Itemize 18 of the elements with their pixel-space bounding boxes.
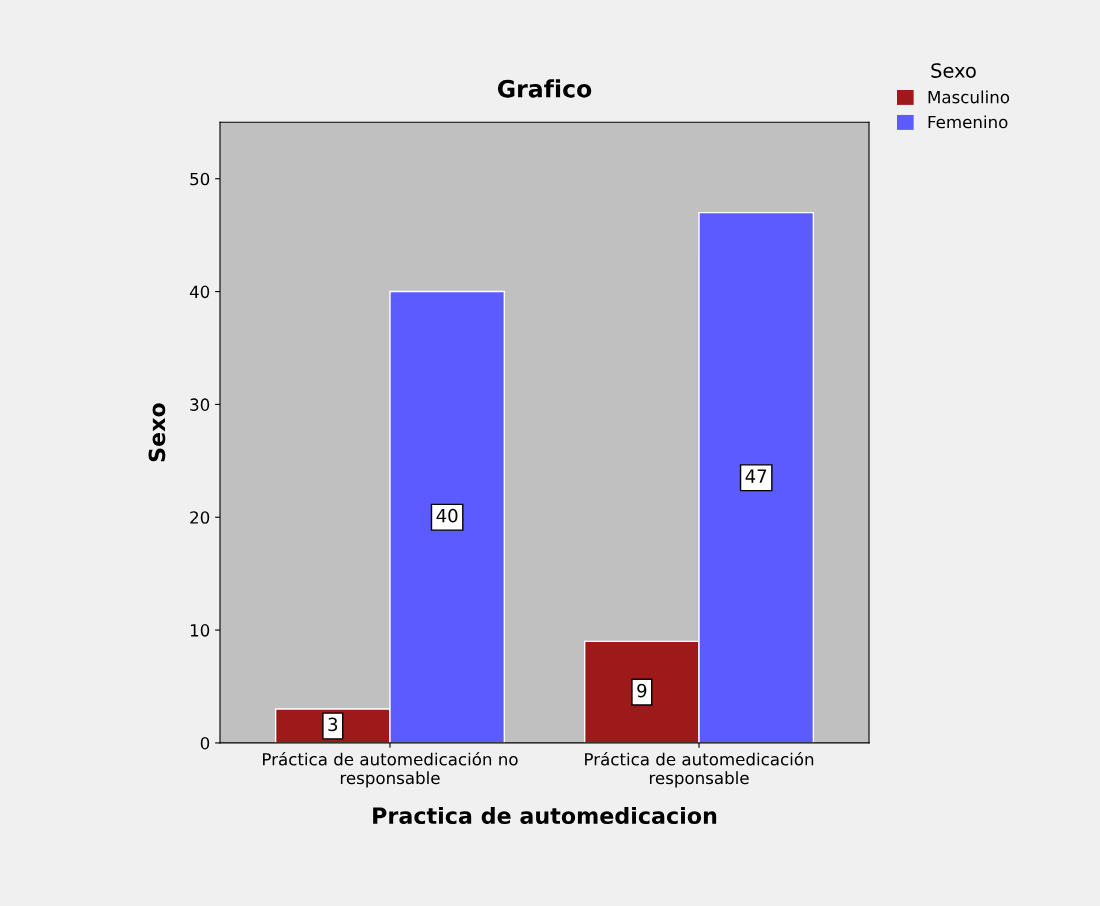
- chart-title: Grafico: [497, 79, 592, 98]
- legend-title: Sexo: [931, 63, 976, 78]
- data-label: 47: [745, 469, 767, 483]
- y-axis-title: Sexo: [148, 403, 166, 462]
- x-axis-title: Practica de automedicacion: [373, 806, 717, 825]
- data-label: 3: [328, 717, 338, 732]
- y-tick-label: 20: [190, 511, 210, 524]
- legend-label: Masculino: [928, 90, 1010, 104]
- data-label: 9: [637, 683, 647, 698]
- x-tick-label: Práctica de automedicación responsable: [585, 751, 814, 788]
- y-tick-label: 30: [190, 398, 210, 411]
- y-tick-label: 10: [190, 624, 210, 637]
- y-tick-label: 40: [189, 285, 210, 299]
- legend-label: Femenino: [928, 115, 1008, 129]
- x-tick-label: Práctica de automedicación no responsable: [263, 751, 518, 788]
- data-label: 40: [436, 508, 458, 523]
- y-tick-label: 0: [200, 736, 210, 750]
- y-tick-label: 50: [190, 172, 210, 186]
